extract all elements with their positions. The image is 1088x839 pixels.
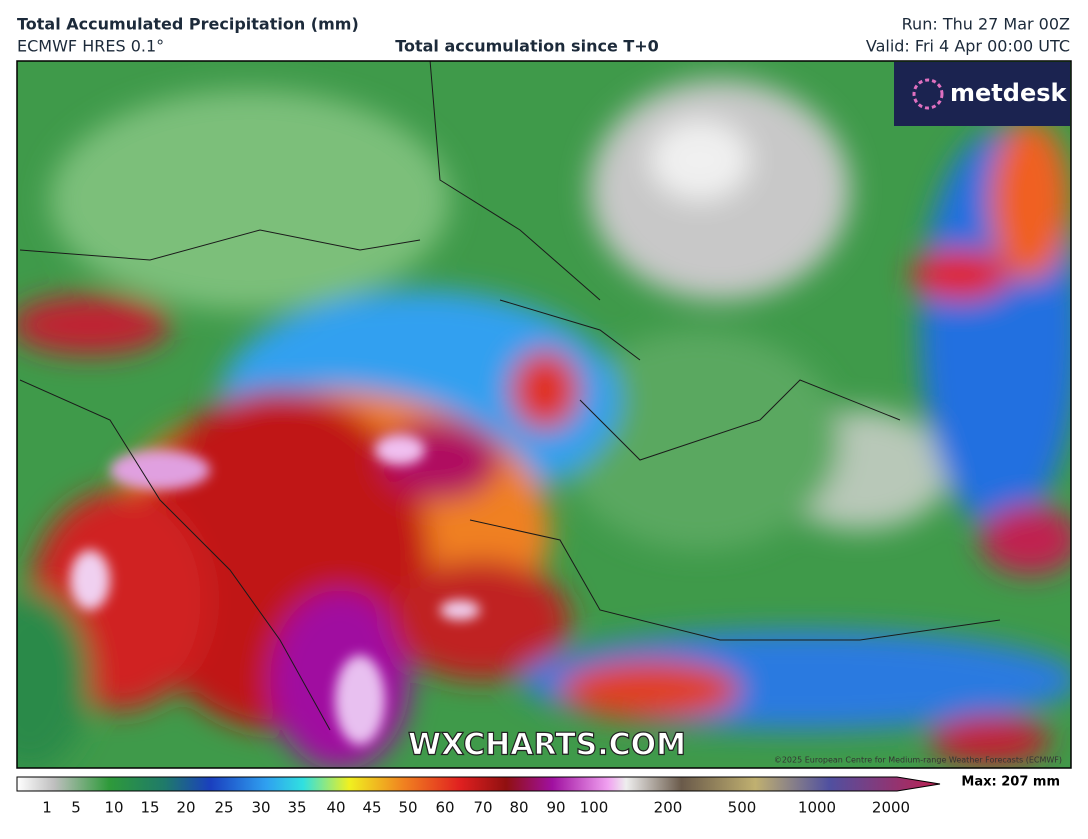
colorbar-tick-label: 20 bbox=[176, 799, 195, 817]
colorbar-tick-label: 5 bbox=[71, 799, 81, 817]
colorbar-tick-label: 500 bbox=[728, 799, 757, 817]
copyright: ©2025 European Centre for Medium-range W… bbox=[774, 756, 1062, 765]
run-time: Run: Thu 27 Mar 00Z bbox=[902, 15, 1070, 34]
colorbar-tick-label: 25 bbox=[214, 799, 233, 817]
logo-box bbox=[894, 62, 1070, 126]
colorbar-tick-label: 200 bbox=[654, 799, 683, 817]
subtitle: Total accumulation since T+0 bbox=[395, 37, 659, 56]
map-frame bbox=[16, 60, 1072, 769]
watermark: WXCHARTS.COM bbox=[408, 728, 686, 763]
colorbar bbox=[16, 776, 941, 792]
colorbar-tick-label: 45 bbox=[362, 799, 381, 817]
model: ECMWF HRES 0.1° bbox=[17, 37, 164, 56]
colorbar-tick-label: 30 bbox=[251, 799, 270, 817]
max-label: Max: 207 mm bbox=[961, 775, 1060, 790]
colorbar-tick-label: 1000 bbox=[798, 799, 836, 817]
colorbar-tick-label: 35 bbox=[287, 799, 306, 817]
colorbar-ticks: 1 5 10 15 20 25 30 35 40 45 50 60 70 80 90 100 200 500 100… bbox=[42, 799, 910, 817]
colorbar-tick-label: 15 bbox=[140, 799, 159, 817]
colorbar-tick-label: 10 bbox=[104, 799, 123, 817]
colorbar-tick-label: 80 bbox=[509, 799, 528, 817]
colorbar-tick-label: 50 bbox=[398, 799, 417, 817]
logo-icon bbox=[912, 78, 944, 110]
colorbar-tick-label: 40 bbox=[326, 799, 345, 817]
colorbar-tick-label: 70 bbox=[473, 799, 492, 817]
colorbar-tick-label: 1 bbox=[42, 799, 52, 817]
title: Total Accumulated Precipitation (mm) bbox=[17, 15, 359, 34]
logo: metdesk bbox=[950, 79, 1068, 107]
borders bbox=[19, 61, 1001, 731]
map bbox=[17, 61, 1071, 768]
colorbar-tick-label: 100 bbox=[580, 799, 609, 817]
colorbar-tick-label: 60 bbox=[435, 799, 454, 817]
colorbar-tick-label: 2000 bbox=[872, 799, 910, 817]
valid-time: Valid: Fri 4 Apr 00:00 UTC bbox=[866, 37, 1070, 56]
colorbar-tick-label: 90 bbox=[546, 799, 565, 817]
